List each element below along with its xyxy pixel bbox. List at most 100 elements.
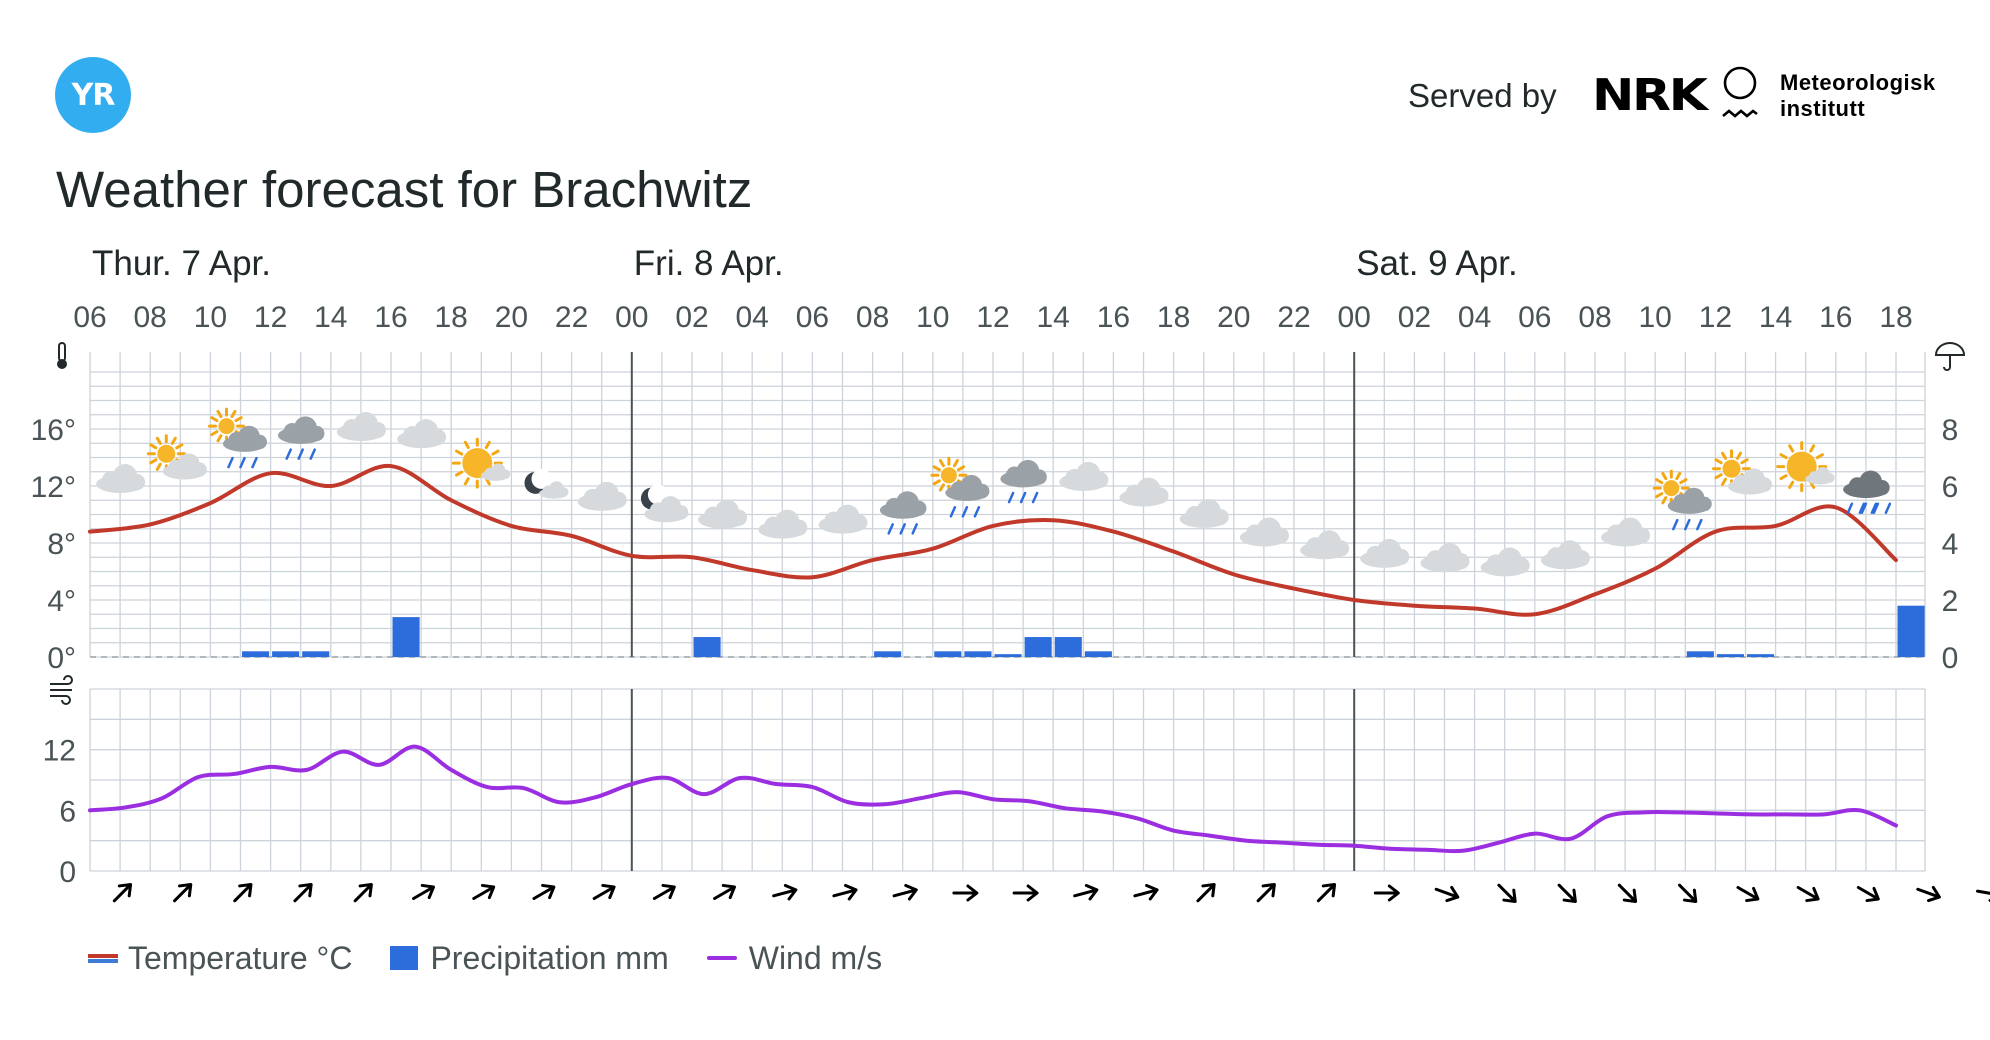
precipitation-bar [693,637,721,657]
time-label: 16 [1097,301,1130,334]
temperature-tick-label: 16° [31,414,76,447]
weather-symbol-rain-icon [277,416,325,460]
forecast-chart: Thur. 7 Apr. Fri. 8 Apr. Sat. 9 Apr. 06 08 1… [31,244,1990,903]
precipitation-bar [272,651,300,657]
temperature-swatch [88,953,118,963]
wind-swatch [706,956,737,960]
precipitation-bar [934,651,962,657]
wind-direction-arrow-icon [112,883,133,903]
temperature-panel-grid [89,352,1926,658]
wind-direction-arrow-icon [832,883,858,901]
time-label: 10 [194,301,227,334]
temperature-series [88,464,1898,617]
weather-symbol-cloudy-icon [818,504,868,534]
wind-direction-arrow-icon [412,883,435,900]
wind-direction-arrow-icon [1434,885,1460,903]
weather-symbol-cloudy-icon [1420,543,1470,573]
weather-symbol-clear-night-icon [524,468,569,499]
wind-tick-label: 0 [59,856,76,889]
weather-symbol-rain-showers-day-icon [208,407,267,469]
wind-direction-arrow-icon [1557,883,1577,903]
wind-tick-label: 12 [43,735,76,768]
time-label: 08 [1578,301,1611,334]
wind-direction-arrows [112,883,1990,903]
weather-symbol-cloudy-icon [1360,538,1410,568]
wind-direction-arrow-icon [1796,886,1820,903]
met-institute-name: Meteorologisk institutt [1780,70,1936,122]
precipitation-bar [1024,637,1052,657]
time-label: 22 [555,301,588,334]
precipitation-bar [1084,651,1112,657]
time-label: 20 [495,301,528,334]
wind-y-axis: 0 6 12 [43,735,76,889]
precipitation-bar [302,651,330,657]
wind-icon [50,675,73,705]
wind-direction-arrow-icon [293,883,313,903]
wind-direction-arrow-icon [1073,883,1099,901]
time-label: 22 [1277,301,1310,334]
precipitation-bar [964,651,992,657]
time-label: 14 [1037,301,1070,334]
time-label: 06 [796,301,829,334]
precipitation-bar [994,654,1022,657]
day-labels: Thur. 7 Apr. Fri. 8 Apr. Sat. 9 Apr. [92,244,1518,283]
precipitation-bars [242,605,1925,657]
wind-direction-arrow-icon [1012,884,1039,902]
precipitation-tick-label: 8 [1942,414,1959,447]
wind-direction-arrow-icon [1133,883,1159,901]
precipitation-bar [874,651,902,657]
time-label: 00 [1338,301,1371,334]
weather-symbol-cloudy-icon [96,464,146,494]
time-label: 02 [1398,301,1431,334]
precipitation-tick-label: 0 [1942,642,1959,675]
weather-symbol-cloudy-icon [1300,530,1350,560]
weather-symbol-partly-cloudy-night-icon [640,484,689,523]
precipitation-tick-label: 6 [1942,471,1959,504]
wind-tick-label: 6 [59,795,76,828]
time-label: 16 [1819,301,1852,334]
legend-temperature[interactable]: Temperature °C [88,940,352,977]
weather-symbol-fair-day-icon [1776,441,1835,493]
time-label: 16 [374,301,407,334]
nrk-logo[interactable]: NRK [1592,70,1708,121]
precipitation-bar [1716,654,1744,657]
legend-wind[interactable]: Wind m/s [706,940,882,977]
weather-symbol-cloudy-icon [698,499,748,529]
wind-direction-arrow-icon [952,884,979,902]
wind-direction-arrow-icon [592,883,616,900]
time-label: 20 [1217,301,1250,334]
wind-direction-arrow-icon [713,883,736,900]
time-label: 18 [435,301,468,334]
day-label: Sat. 9 Apr. [1356,244,1518,283]
time-label: 12 [254,301,287,334]
wind-direction-arrow-icon [1373,884,1400,902]
wind-direction-arrow-icon [173,883,193,903]
wind-direction-arrow-icon [1856,886,1880,903]
temperature-line [88,464,1898,617]
time-label: 12 [1699,301,1732,334]
precipitation-y-axis: 0 2 4 6 8 [1942,414,1959,675]
time-label: 10 [1639,301,1672,334]
time-label: 10 [916,301,949,334]
weather-symbol-heavy-rain-icon [1843,470,1892,514]
weather-symbol-cloudy-icon [397,419,447,449]
weather-symbol-partly-cloudy-day-icon [146,434,207,480]
thermometer-icon [57,342,67,369]
weather-symbol-cloudy-icon [1540,540,1590,570]
served-by-label: Served by [1408,77,1557,114]
wind-direction-arrow-icon [1736,886,1760,903]
met-institute-logo-icon[interactable] [1720,66,1760,126]
precipitation-bar [242,651,270,657]
page-title: Weather forecast for Brachwitz [56,161,753,218]
time-label: 14 [314,301,347,334]
wind-direction-arrow-icon [353,883,373,903]
wind-direction-arrow-icon [1678,883,1698,903]
wind-direction-arrow-icon [1497,883,1517,903]
yr-logo[interactable]: YR [55,57,131,133]
temperature-tick-label: 12° [31,471,76,504]
time-label: 08 [856,301,889,334]
wind-direction-arrow-icon [1916,885,1941,903]
time-label: 18 [1879,301,1912,334]
legend-precipitation[interactable]: Precipitation mm [390,940,669,977]
wind-direction-arrow-icon [532,883,556,900]
